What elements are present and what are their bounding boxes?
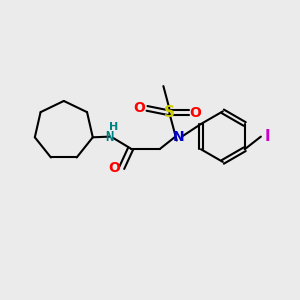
- Text: H: H: [109, 122, 119, 132]
- Text: I: I: [265, 129, 270, 144]
- Text: S: S: [164, 105, 175, 120]
- Text: O: O: [134, 101, 146, 116]
- Text: O: O: [109, 161, 121, 175]
- Text: O: O: [190, 106, 201, 120]
- Text: N: N: [106, 130, 114, 144]
- Text: N: N: [172, 130, 184, 144]
